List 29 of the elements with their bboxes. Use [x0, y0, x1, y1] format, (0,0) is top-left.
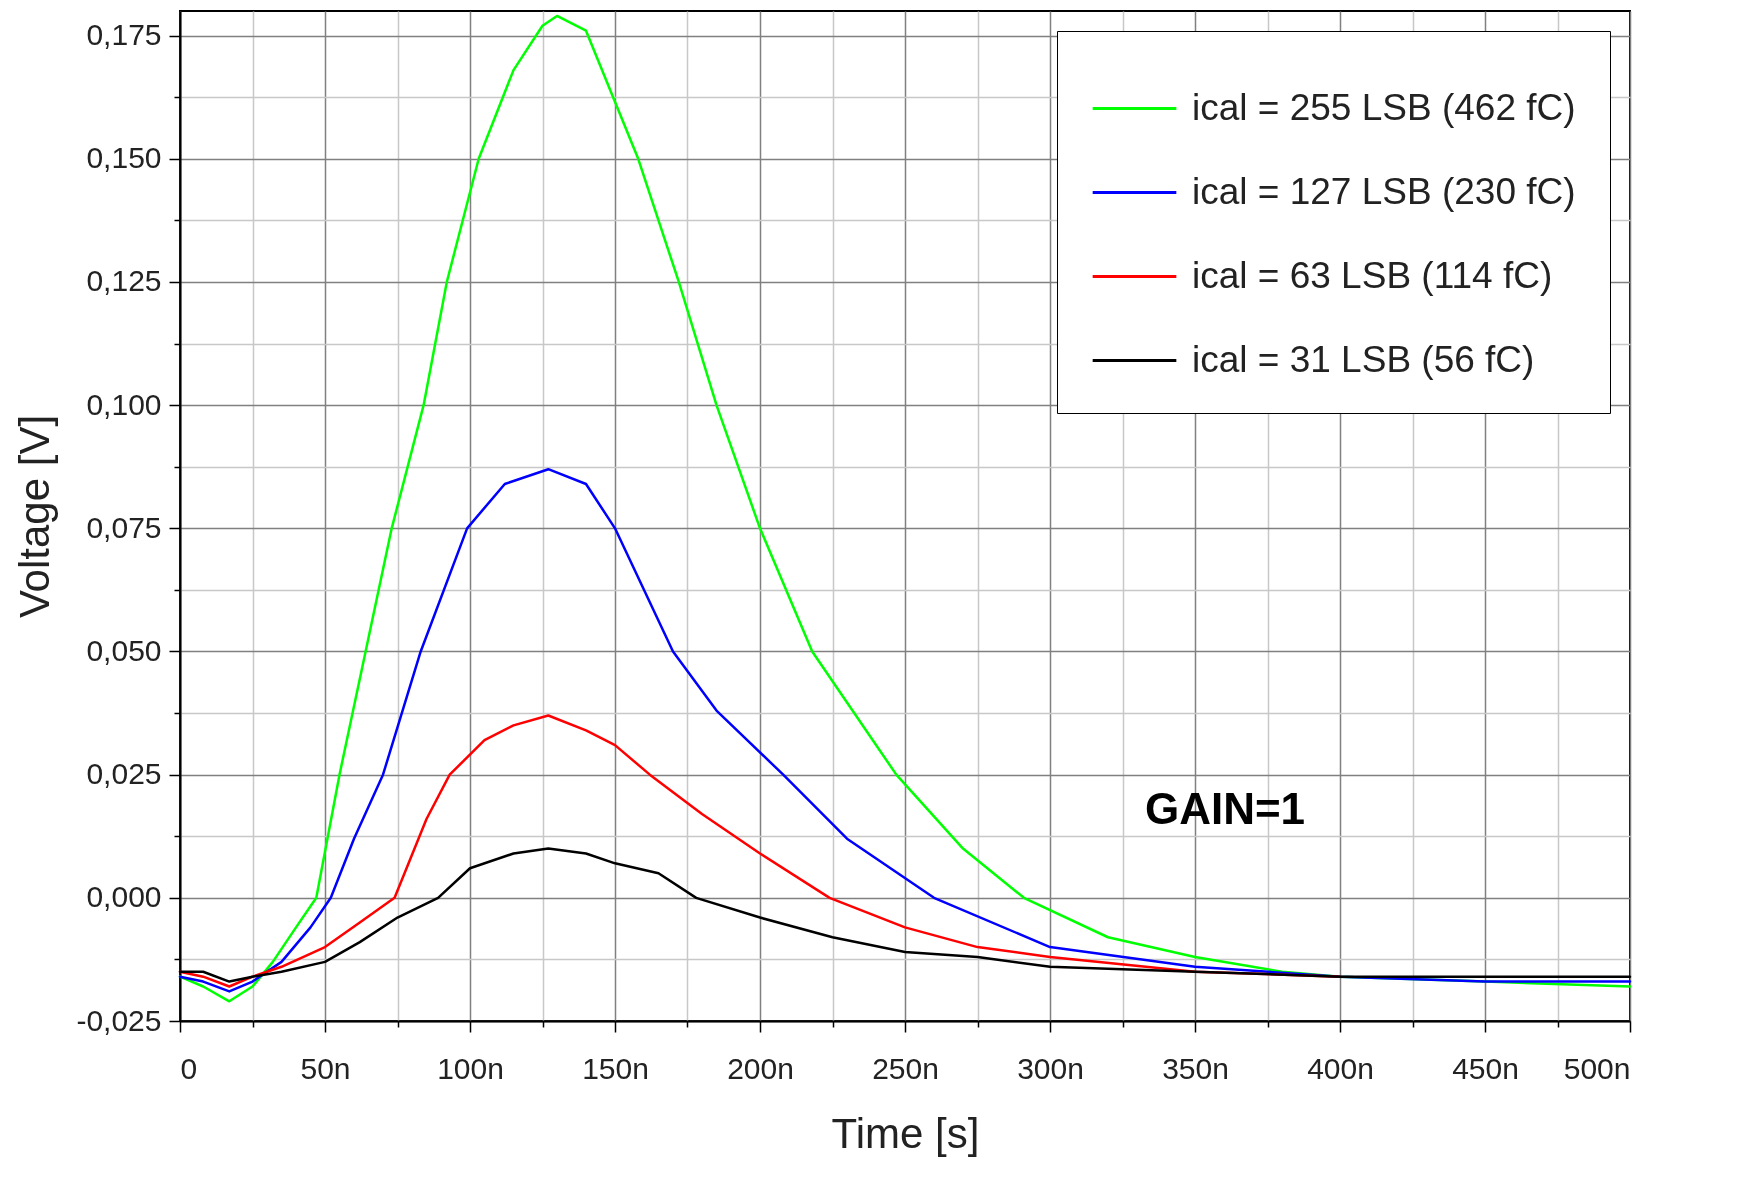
y-axis-title: Voltage [V]: [11, 414, 59, 619]
annotation: GAIN=1: [1144, 784, 1306, 833]
x-tick-label: 200n: [727, 1051, 794, 1085]
x-tick-label: 350n: [1162, 1051, 1229, 1085]
legend-label: ical = 255 LSB (462 fC): [1192, 86, 1576, 128]
y-tick-label: 0,075: [86, 510, 162, 544]
x-tick-label: 0: [180, 1051, 198, 1085]
x-tick-label: 100n: [437, 1051, 504, 1085]
y-tick-label: 0,150: [86, 141, 162, 175]
legend-label: ical = 127 LSB (230 fC): [1192, 170, 1576, 212]
x-tick-label: 300n: [1017, 1051, 1084, 1085]
legend-label: ical = 63 LSB (114 fC): [1192, 254, 1553, 296]
y-tick-label: 0,125: [86, 264, 162, 298]
line-series: [178, 467, 1632, 993]
y-tick-label: 0,050: [86, 633, 162, 667]
line-series: [178, 14, 1632, 1003]
x-tick-label: 250n: [872, 1051, 939, 1085]
x-tick-label: 450n: [1452, 1051, 1519, 1085]
y-tick-label: 0,175: [86, 18, 162, 52]
y-tick-label: -0,025: [76, 1003, 162, 1037]
x-tick-label: 50n: [300, 1051, 351, 1085]
legend-label: ical = 31 LSB (56 fC): [1192, 338, 1535, 380]
y-tick-label: 0,100: [86, 387, 162, 421]
x-tick-label: 400n: [1307, 1051, 1374, 1085]
x-axis-title: Time [s]: [831, 1109, 980, 1157]
x-tick-label: 500n: [1563, 1051, 1631, 1085]
x-tick-label: 150n: [582, 1051, 649, 1085]
y-tick-label: 0,000: [86, 880, 162, 914]
y-tick-label: 0,025: [86, 757, 162, 791]
